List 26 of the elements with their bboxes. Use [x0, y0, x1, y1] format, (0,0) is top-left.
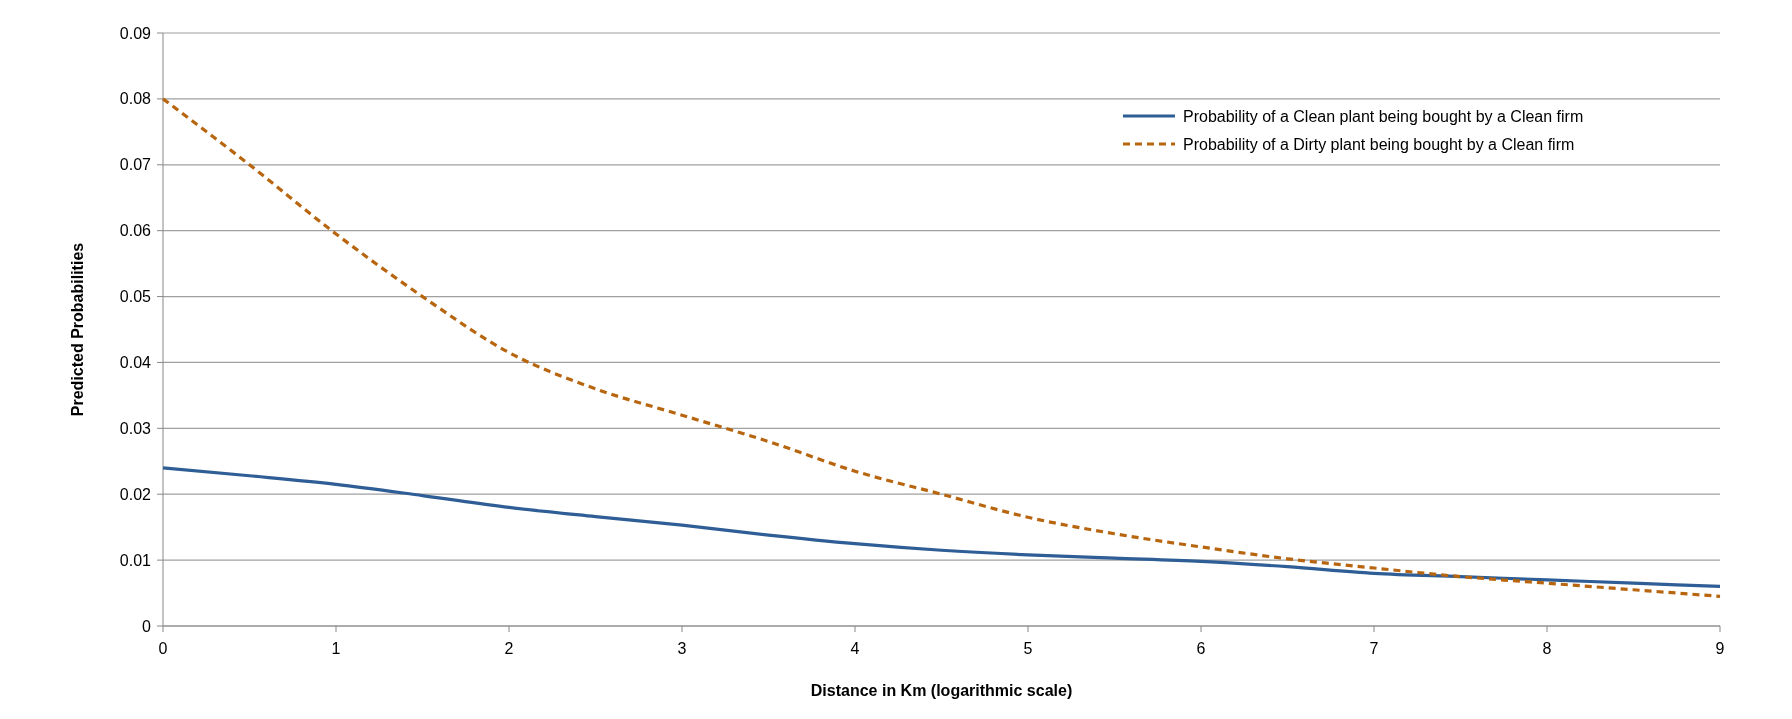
- x-tick-label: 8: [1542, 640, 1552, 657]
- x-axis-title: Distance in Km (logarithmic scale): [810, 682, 1073, 699]
- y-tick-label: 0.06: [119, 222, 152, 240]
- y-tick-label: 0.05: [119, 288, 152, 306]
- y-tick-label: 0.09: [119, 24, 152, 42]
- legend-label: Probability of a Clean plant being bought by a Clean firm: [1183, 107, 1584, 125]
- x-tick-label: 7: [1369, 640, 1379, 657]
- y-tick-label: 0.03: [119, 419, 152, 437]
- x-tick-label: 6: [1196, 640, 1206, 657]
- x-tick-label: 1: [331, 640, 341, 657]
- y-axis-title: Predicted Probabilities: [69, 242, 86, 417]
- x-tick-label: 3: [677, 640, 687, 657]
- legend-label: Probability of a Dirty plant being bought by a Clean firm: [1183, 135, 1575, 153]
- y-tick-label: 0.01: [119, 551, 152, 569]
- x-tick-label: 2: [504, 640, 514, 657]
- y-tick-label: 0.02: [119, 485, 152, 503]
- line-series: [161, 466, 1722, 589]
- line-series: [161, 97, 1722, 598]
- y-tick-label: 0: [142, 617, 152, 635]
- y-tick-label: 0.08: [119, 90, 152, 108]
- x-tick-label: 9: [1715, 640, 1725, 657]
- x-tick-label: 5: [1023, 640, 1033, 657]
- x-tick-label: 4: [850, 640, 860, 657]
- y-tick-label: 0.07: [119, 156, 152, 174]
- x-tick-label: 0: [158, 640, 168, 657]
- y-tick-label: 0.04: [119, 354, 152, 372]
